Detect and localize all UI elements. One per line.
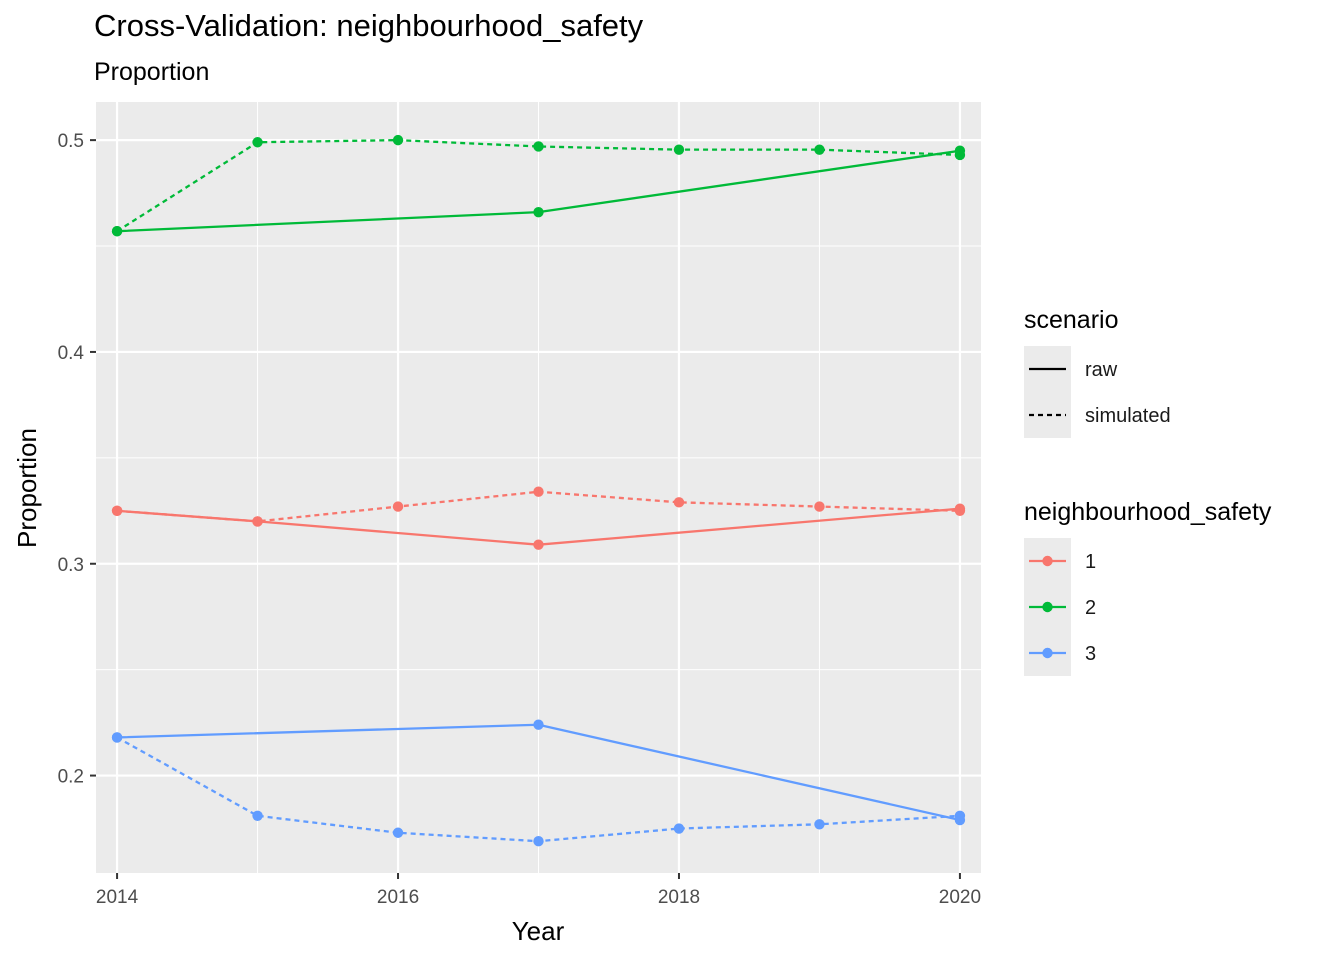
data-point-2-simulated — [673, 144, 685, 155]
data-point-2-simulated — [533, 141, 544, 152]
chart-title: Cross-Validation: neighbourhood_safety — [94, 8, 644, 43]
x-axis-title: Year — [512, 916, 565, 946]
y-tick-label: 0.5 — [58, 131, 84, 152]
data-point-3-simulated — [533, 836, 544, 847]
y-tick-label: 0.4 — [58, 343, 85, 364]
series-layer — [111, 134, 966, 847]
data-point-1-simulated — [392, 501, 404, 512]
legend-title-scenario: scenario — [1024, 306, 1119, 334]
x-tick-label: 2016 — [377, 887, 419, 908]
y-tick-label: 0.3 — [58, 555, 84, 576]
legend-label-3: 3 — [1085, 643, 1096, 665]
data-point-1-simulated — [252, 516, 263, 527]
minor-gridlines — [96, 102, 981, 873]
legend-label-raw: raw — [1085, 359, 1118, 381]
data-point-1-simulated — [111, 505, 123, 516]
legend-label-simulated: simulated — [1085, 405, 1171, 427]
legend: scenario raw simulated neighbourhood_safety… — [1024, 306, 1272, 676]
data-point-2-simulated — [814, 144, 825, 155]
data-point-3-simulated — [814, 819, 825, 830]
x-tick-label: 2020 — [939, 887, 981, 908]
y-axis-title: Proportion — [12, 428, 42, 548]
legend-key-point-1 — [1042, 555, 1053, 567]
y-tick-label: 0.2 — [58, 767, 84, 788]
data-point-3-simulated — [673, 823, 685, 834]
chart-subtitle: Proportion — [94, 58, 210, 86]
data-point-3-raw — [533, 719, 544, 730]
data-point-3-simulated — [111, 732, 123, 743]
data-point-2-simulated — [111, 226, 123, 237]
legend-title-neighbourhood-safety: neighbourhood_safety — [1024, 498, 1272, 526]
data-point-3-simulated — [392, 827, 404, 838]
x-tick-label: 2014 — [96, 887, 139, 908]
data-point-3-simulated — [954, 810, 966, 822]
data-point-1-simulated — [673, 497, 685, 508]
data-point-3-simulated — [252, 810, 263, 822]
data-point-1-simulated — [954, 505, 966, 516]
x-axis: 2014 2016 2018 2020 — [96, 873, 981, 908]
data-point-1-raw — [533, 539, 544, 550]
major-gridlines — [96, 102, 981, 873]
data-point-2-simulated — [392, 134, 404, 146]
data-point-1-simulated — [814, 501, 825, 512]
legend-label-1: 1 — [1085, 551, 1096, 573]
legend-key-point-2 — [1042, 601, 1053, 613]
series-line-1-raw — [116, 507, 961, 546]
data-point-2-simulated — [954, 149, 966, 161]
data-point-1-simulated — [533, 486, 544, 497]
data-point-2-raw — [533, 206, 544, 218]
legend-label-2: 2 — [1085, 597, 1096, 619]
data-point-2-simulated — [252, 137, 263, 148]
legend-key-point-3 — [1042, 647, 1053, 659]
x-tick-label: 2018 — [658, 887, 700, 908]
y-axis: 0.2 0.3 0.4 0.5 — [58, 131, 96, 788]
